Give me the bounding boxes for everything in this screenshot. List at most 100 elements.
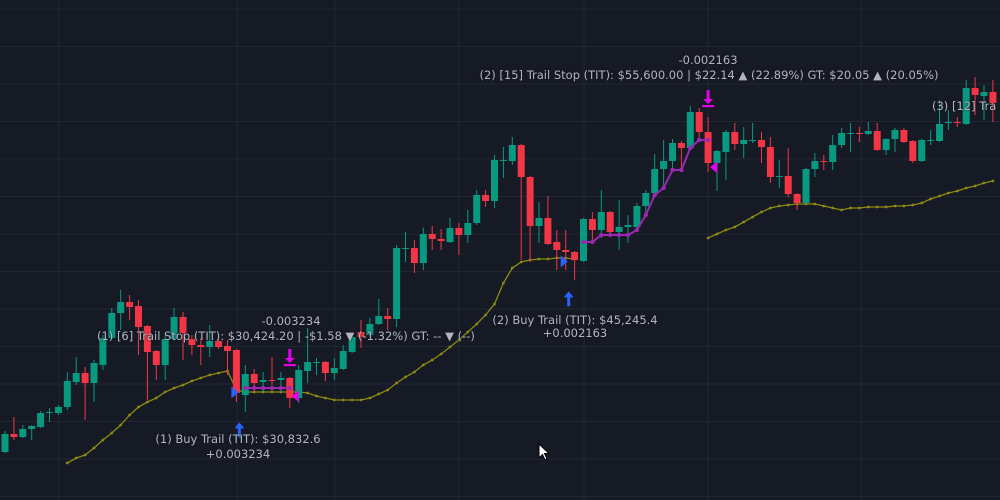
indicator-point bbox=[439, 352, 443, 356]
indicator-point bbox=[448, 345, 452, 349]
candle-down bbox=[704, 132, 712, 163]
trail-stop-point bbox=[608, 232, 613, 238]
candle-down bbox=[135, 306, 142, 327]
trail-stop-point bbox=[705, 137, 711, 143]
candle-up bbox=[402, 248, 409, 249]
indicator-point bbox=[973, 184, 977, 188]
indicator-point bbox=[83, 453, 87, 457]
trade-2-stop-label: (2) [15] Trail Stop (TIT): $55,600.00 | … bbox=[479, 68, 939, 82]
candle-down bbox=[553, 242, 561, 250]
trail-stop-point bbox=[260, 385, 266, 391]
candle-up bbox=[864, 131, 872, 134]
candle-up bbox=[375, 316, 383, 324]
candle-down bbox=[268, 380, 276, 381]
indicator-point bbox=[777, 204, 781, 208]
trade-2-buy-label: (2) Buy Trail (TIT): $45,245.4 bbox=[492, 313, 658, 327]
candle-up bbox=[499, 160, 507, 161]
indicator-point bbox=[350, 398, 354, 402]
candle-up bbox=[624, 225, 632, 227]
candle-up bbox=[19, 429, 27, 437]
candle-down bbox=[695, 112, 703, 132]
candle-up bbox=[295, 370, 303, 398]
candle-down bbox=[606, 212, 614, 232]
indicator-point bbox=[457, 338, 461, 342]
indicator-point bbox=[324, 396, 327, 400]
candle-down bbox=[953, 122, 961, 123]
indicator-point bbox=[510, 266, 514, 270]
candle-down bbox=[793, 194, 801, 203]
candle-up bbox=[330, 368, 338, 373]
candle-up bbox=[491, 160, 498, 201]
indicator-point bbox=[929, 197, 932, 201]
exit-triangle-icon bbox=[291, 390, 299, 403]
indicator-point bbox=[742, 220, 746, 224]
candle-up bbox=[927, 140, 935, 141]
candle-down bbox=[232, 350, 240, 393]
candle-up bbox=[54, 407, 62, 413]
candle-up bbox=[811, 161, 819, 169]
candle-up bbox=[90, 363, 98, 383]
indicator-point bbox=[991, 179, 995, 183]
candle-up bbox=[713, 151, 721, 163]
candle-up bbox=[99, 338, 107, 365]
candle-up bbox=[206, 341, 214, 347]
candle-down bbox=[384, 316, 392, 319]
indicator-point bbox=[421, 363, 425, 367]
exit-bar-icon bbox=[702, 105, 715, 108]
candle-up bbox=[633, 206, 641, 227]
indicator-point bbox=[332, 398, 336, 402]
candle-down bbox=[437, 239, 445, 241]
candle-up bbox=[277, 378, 285, 380]
indicator-point bbox=[866, 205, 870, 209]
candle-up bbox=[446, 228, 454, 242]
candle-up bbox=[597, 212, 605, 230]
candle-up bbox=[722, 132, 730, 152]
candle-down bbox=[179, 317, 187, 333]
indicator-point bbox=[146, 400, 149, 404]
buy-arrow-up-icon bbox=[563, 291, 574, 307]
indicator-point bbox=[110, 431, 114, 435]
candle-down bbox=[455, 228, 463, 235]
candle-down bbox=[873, 131, 881, 150]
indicator-point bbox=[341, 398, 345, 402]
indicator-point bbox=[822, 204, 826, 208]
trade-1-buy-label: (1) Buy Trail (TIT): $30,832.6 bbox=[155, 432, 321, 446]
candle-up bbox=[170, 317, 178, 339]
trade-2-buy-qty: +0.002163 bbox=[542, 326, 608, 340]
candle-up bbox=[749, 140, 757, 141]
candle-down bbox=[250, 374, 258, 383]
candle-down bbox=[909, 141, 917, 161]
candle-up bbox=[740, 140, 748, 144]
trail-stop-point bbox=[625, 232, 631, 238]
trail-stop-point bbox=[287, 385, 292, 391]
candle-up bbox=[891, 130, 899, 139]
candle-up bbox=[366, 324, 374, 335]
indicator-line bbox=[707, 180, 994, 239]
trail-stop-point bbox=[679, 167, 684, 173]
indicator-point bbox=[519, 260, 523, 264]
trail-stop-point bbox=[634, 227, 640, 233]
indicator-point bbox=[902, 204, 906, 208]
indicator-point bbox=[386, 388, 390, 392]
indicator-point bbox=[270, 390, 274, 394]
candle-up bbox=[161, 339, 169, 365]
candle-up bbox=[936, 124, 943, 141]
exit-arrow-down-icon bbox=[284, 349, 295, 363]
trade-2-exit-qty: -0.002163 bbox=[678, 53, 738, 67]
trade-1-stop-label: (1) [6] Trail Stop (TIT): $30,424.20 | -… bbox=[97, 329, 475, 343]
candle-up bbox=[669, 143, 676, 161]
trail-stop-point bbox=[581, 239, 586, 245]
candle-up bbox=[944, 122, 952, 123]
trail-stop-point bbox=[670, 167, 675, 173]
trail-stop-point bbox=[652, 192, 657, 198]
indicator-point bbox=[493, 302, 496, 306]
candle-up bbox=[535, 218, 543, 226]
indicator-point bbox=[359, 398, 363, 402]
candle-up bbox=[241, 374, 249, 395]
indicator-point bbox=[715, 232, 719, 236]
trail-stop-point bbox=[643, 212, 648, 218]
candle-up bbox=[962, 88, 970, 124]
buy-triangle-icon bbox=[231, 386, 239, 399]
